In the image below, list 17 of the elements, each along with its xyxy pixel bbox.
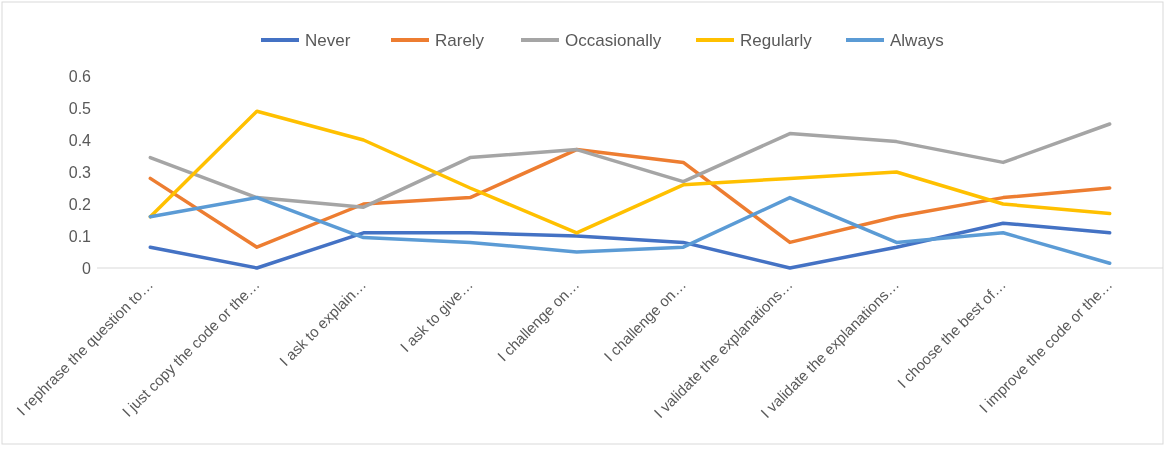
y-tick-label: 0.4 — [68, 131, 92, 149]
line-series — [148, 147, 1112, 249]
y-tick-label: 0.2 — [68, 195, 92, 213]
y-tick-label: 0.3 — [68, 163, 92, 181]
legend-label: Rarely — [435, 30, 485, 50]
legend-label: Occasionally — [565, 30, 662, 50]
y-tick-label: 0.1 — [68, 227, 92, 245]
y-tick-label: 0 — [82, 259, 92, 277]
y-tick-label: 0.6 — [68, 67, 92, 85]
y-tick-label: 0.5 — [68, 99, 92, 117]
line-series — [148, 195, 1112, 265]
legend-label: Never — [305, 30, 351, 50]
line-series — [148, 122, 1112, 209]
line-series — [148, 109, 1112, 235]
line-series — [148, 221, 1112, 270]
legend-label: Always — [890, 30, 944, 50]
legend-label: Regularly — [740, 30, 813, 50]
